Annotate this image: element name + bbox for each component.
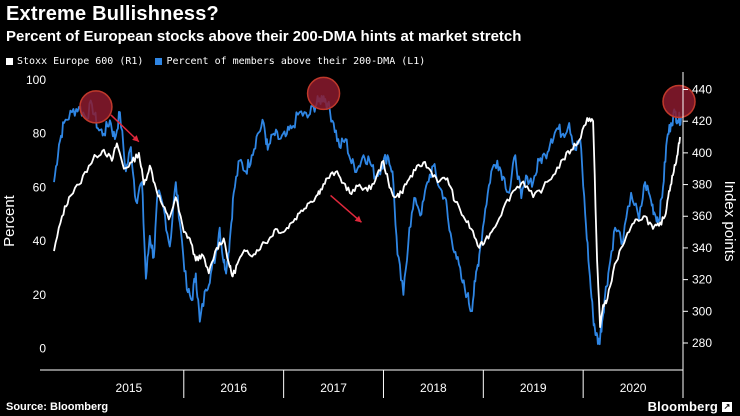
left-tick-label-1: 20 bbox=[33, 288, 47, 302]
x-tick-label-2016: 2016 bbox=[220, 381, 247, 395]
x-tick-label-2018: 2018 bbox=[420, 381, 447, 395]
right-tick-label-4: 360 bbox=[692, 209, 712, 223]
x-tick-label-2017: 2017 bbox=[320, 381, 347, 395]
highlight-circle-1 bbox=[306, 76, 341, 111]
highlight-circle-2 bbox=[662, 84, 696, 119]
legend-item-percent: Percent of members above their 200-DMA (… bbox=[155, 56, 425, 67]
x-tick-label-2019: 2019 bbox=[520, 381, 547, 395]
arrow-head-1 bbox=[354, 215, 362, 223]
right-tick-label-2: 320 bbox=[692, 273, 712, 287]
left-tick-label-4: 80 bbox=[33, 127, 47, 141]
arrow-head-0 bbox=[132, 135, 139, 142]
x-tick-label-2020: 2020 bbox=[620, 381, 647, 395]
right-tick-label-7: 420 bbox=[692, 114, 712, 128]
right-tick-label-5: 380 bbox=[692, 178, 712, 192]
series-line-stoxx bbox=[53, 117, 681, 328]
right-tick-label-0: 280 bbox=[692, 336, 712, 350]
right-tick-label-1: 300 bbox=[692, 304, 712, 318]
right-axis-title: Index points bbox=[721, 181, 738, 262]
chart-title: Extreme Bullishness? bbox=[6, 3, 219, 25]
legend-swatch-percent bbox=[155, 58, 163, 65]
left-axis-title: Percent bbox=[1, 194, 18, 247]
series-line-percent bbox=[53, 95, 682, 346]
left-tick-label-2: 40 bbox=[33, 234, 47, 248]
brand-icon: ↗ bbox=[722, 402, 732, 412]
right-tick-label-8: 440 bbox=[692, 83, 712, 97]
left-tick-label-3: 60 bbox=[33, 180, 47, 194]
legend-item-stoxx: Stoxx Europe 600 (R1) bbox=[6, 56, 143, 67]
highlight-circle-0 bbox=[79, 90, 113, 124]
right-tick-label-6: 400 bbox=[692, 146, 712, 160]
legend-label-percent: Percent of members above their 200-DMA (… bbox=[166, 56, 426, 67]
chart-subtitle: Percent of European stocks above their 2… bbox=[6, 28, 522, 45]
arrow-line-1 bbox=[330, 194, 363, 223]
legend-swatch-stoxx bbox=[6, 58, 13, 65]
source-note: Source: Bloomberg bbox=[6, 401, 109, 413]
legend: Stoxx Europe 600 (R1) Percent of members… bbox=[6, 56, 425, 67]
brand-wordmark: Bloomberg bbox=[647, 399, 718, 414]
left-tick-label-5: 100 bbox=[26, 73, 46, 87]
legend-label-stoxx: Stoxx Europe 600 (R1) bbox=[17, 56, 144, 67]
right-tick-label-3: 340 bbox=[692, 241, 712, 255]
left-tick-label-0: 0 bbox=[39, 342, 46, 356]
x-tick-label-2015: 2015 bbox=[116, 381, 143, 395]
arrow-line-0 bbox=[110, 114, 140, 143]
